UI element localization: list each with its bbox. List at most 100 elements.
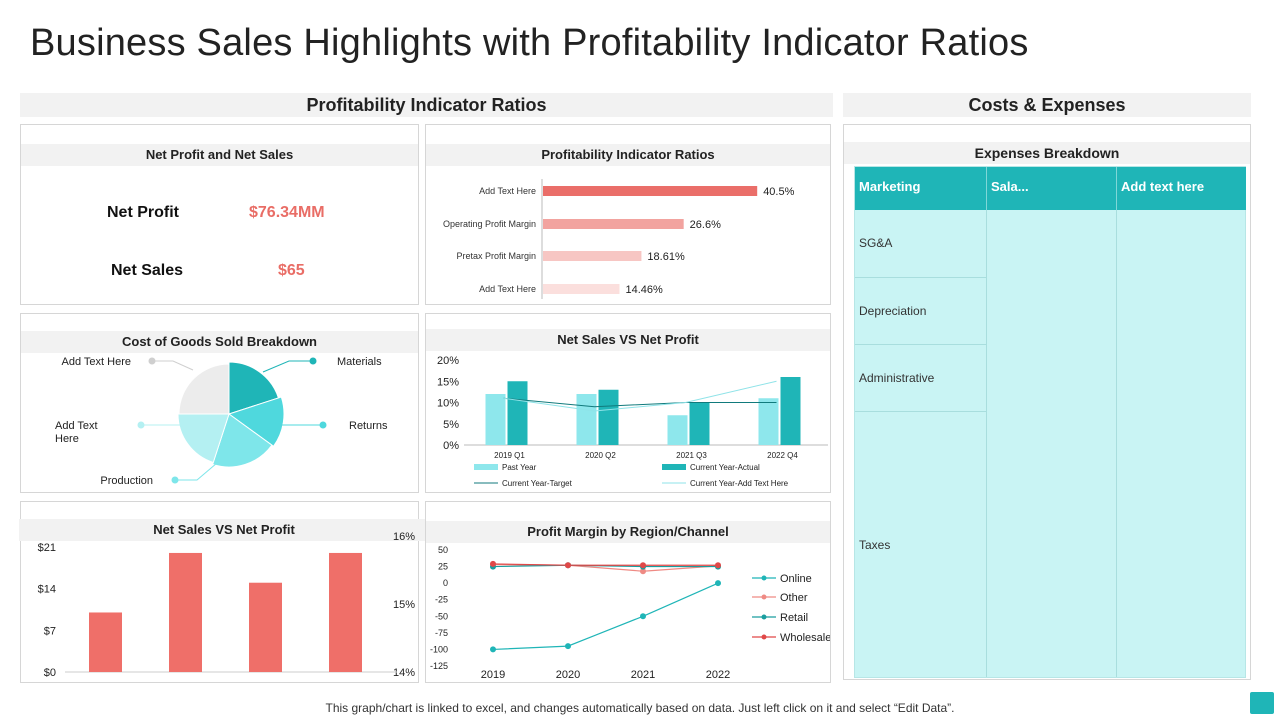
region-panel: Profit Margin by Region/Channel 50 25 0 -25… — [425, 501, 831, 683]
combo-x-tick: 2021 Q3 — [676, 451, 707, 460]
combo-panel-title: Net Sales VS Net Profit — [426, 329, 830, 351]
section-header-profitability: Profitability Indicator Ratios — [20, 93, 833, 117]
cogs-slice-label: Add Text Here — [61, 356, 131, 368]
region-point — [715, 562, 721, 569]
region-series-line — [492, 582, 719, 651]
bars2-y2-tick: 15% — [393, 599, 415, 611]
region-panel-title: Profit Margin by Region/Channel — [426, 521, 830, 543]
combo-y-tick: 5% — [443, 419, 459, 431]
region-legend-dot — [761, 594, 767, 600]
cogs-leader-line — [152, 360, 194, 371]
region-y-tick: 25 — [438, 562, 448, 572]
combo-x-tick: 2019 Q1 — [494, 451, 525, 460]
expenses-row-taxes: Taxes — [859, 538, 891, 552]
ratios-category-label: Add Text Here — [479, 186, 536, 196]
expenses-table: Marketing Sala... Add text here SG&A Dep… — [854, 166, 1246, 678]
cogs-pie-slice — [228, 361, 280, 415]
region-legend-dot — [761, 575, 767, 581]
combo-legend-label: Past Year — [502, 463, 537, 472]
region-x-tick: 2022 — [706, 669, 730, 681]
region-legend-dot — [761, 634, 767, 640]
combo-legend-swatch — [662, 464, 686, 470]
combo-legend-swatch — [474, 464, 498, 470]
combo-bar — [485, 394, 506, 445]
region-chart: 50 25 0 -25 -50 -75 -100 -125 2019 2020 2021 2022 On… — [430, 545, 830, 681]
ratios-bar — [543, 251, 642, 261]
ratios-chart: Add Text Here 40.5% Operating Profit Margi… — [443, 179, 795, 299]
footer-note: This graph/chart is linked to excel, and… — [325, 701, 955, 715]
region-y-tick: 0 — [443, 578, 448, 588]
combo-x-tick: 2020 Q2 — [585, 451, 616, 460]
region-y-tick: -100 — [430, 644, 448, 654]
combo-y-tick: 0% — [443, 440, 459, 452]
ratios-bar — [543, 284, 620, 294]
expenses-col-divider — [1116, 210, 1117, 677]
ratios-category-label: Pretax Profit Margin — [456, 251, 536, 261]
combo-bar — [598, 389, 619, 445]
region-x-tick: 2020 — [556, 669, 580, 681]
cogs-leader-dot — [148, 357, 156, 365]
combo-panel: Net Sales VS Net Profit 0% 5% 10% 15% 20% 201… — [425, 313, 831, 493]
expenses-row-depreciation: Depreciation — [855, 278, 986, 345]
ratios-value-label: 40.5% — [763, 186, 794, 198]
cogs-pie-slice — [178, 363, 230, 415]
net-profit-value: $76.34MM — [249, 204, 325, 221]
cogs-leader-line — [175, 462, 218, 481]
net-sales-label: Net Sales — [111, 262, 184, 279]
bars2-bar — [89, 612, 122, 672]
combo-x-tick: 2022 Q4 — [767, 451, 798, 460]
cogs-pie-slice — [227, 396, 285, 448]
ratios-bar — [543, 186, 758, 196]
cogs-panel: Cost of Goods Sold Breakdown Materials Re… — [20, 313, 419, 493]
cogs-leader-dot — [137, 421, 145, 429]
region-point — [565, 643, 571, 650]
cogs-leader-line — [262, 360, 313, 373]
bars2-bar — [169, 552, 202, 672]
ratios-value-label: 14.46% — [625, 284, 663, 296]
combo-series-line — [503, 397, 777, 408]
cogs-slice-label: Add Text — [55, 420, 98, 432]
region-point — [715, 580, 721, 587]
bars2-y2-tick: 16% — [393, 531, 415, 543]
cogs-slice-label: Materials — [337, 356, 382, 368]
region-series-line — [492, 564, 718, 568]
region-point — [490, 646, 496, 653]
region-y-tick: -125 — [430, 661, 448, 671]
combo-bar — [507, 381, 528, 445]
expenses-row-sga: SG&A — [855, 210, 986, 278]
region-point — [640, 568, 646, 575]
ratios-bar — [543, 219, 684, 229]
region-legend-label: Retail — [780, 612, 808, 624]
expenses-col-marketing[interactable]: Marketing — [855, 167, 986, 210]
region-y-tick: -25 — [435, 595, 448, 605]
region-y-tick: -75 — [435, 628, 448, 638]
bars2-panel-title: Net Sales VS Net Profit — [19, 519, 429, 541]
ratios-category-label: Operating Profit Margin — [443, 219, 536, 229]
ratios-panel-title: Profitability Indicator Ratios — [426, 144, 830, 166]
ratios-value-label: 18.61% — [647, 251, 685, 263]
cogs-pie-slice — [177, 413, 230, 464]
region-point — [490, 560, 496, 567]
region-point — [640, 613, 646, 620]
region-series-line — [492, 563, 718, 566]
bars2-y-tick: $0 — [44, 667, 56, 679]
expenses-panel: Expenses Breakdown Marketing Sala... Add… — [843, 124, 1251, 680]
cogs-slice-label: Production — [100, 475, 153, 487]
combo-legend-label: Current Year-Actual — [690, 463, 760, 472]
combo-y-tick: 15% — [437, 376, 459, 388]
combo-bar — [667, 415, 688, 445]
combo-bar — [758, 398, 779, 445]
region-point — [640, 562, 646, 569]
expenses-col-salaries[interactable]: Sala... — [986, 167, 1116, 210]
bars2-y-tick: $7 — [44, 625, 56, 637]
cogs-panel-title: Cost of Goods Sold Breakdown — [21, 331, 418, 353]
combo-legend-label: Current Year-Target — [502, 479, 573, 488]
region-x-tick: 2019 — [481, 669, 505, 681]
cogs-leader-dot — [171, 476, 179, 484]
cogs-slice-label: Returns — [349, 420, 388, 432]
cogs-pie-slice — [211, 413, 273, 468]
expenses-col-add-text[interactable]: Add text here — [1116, 167, 1246, 210]
ratios-panel: Profitability Indicator Ratios Add Text … — [425, 124, 831, 305]
region-point — [565, 562, 571, 569]
